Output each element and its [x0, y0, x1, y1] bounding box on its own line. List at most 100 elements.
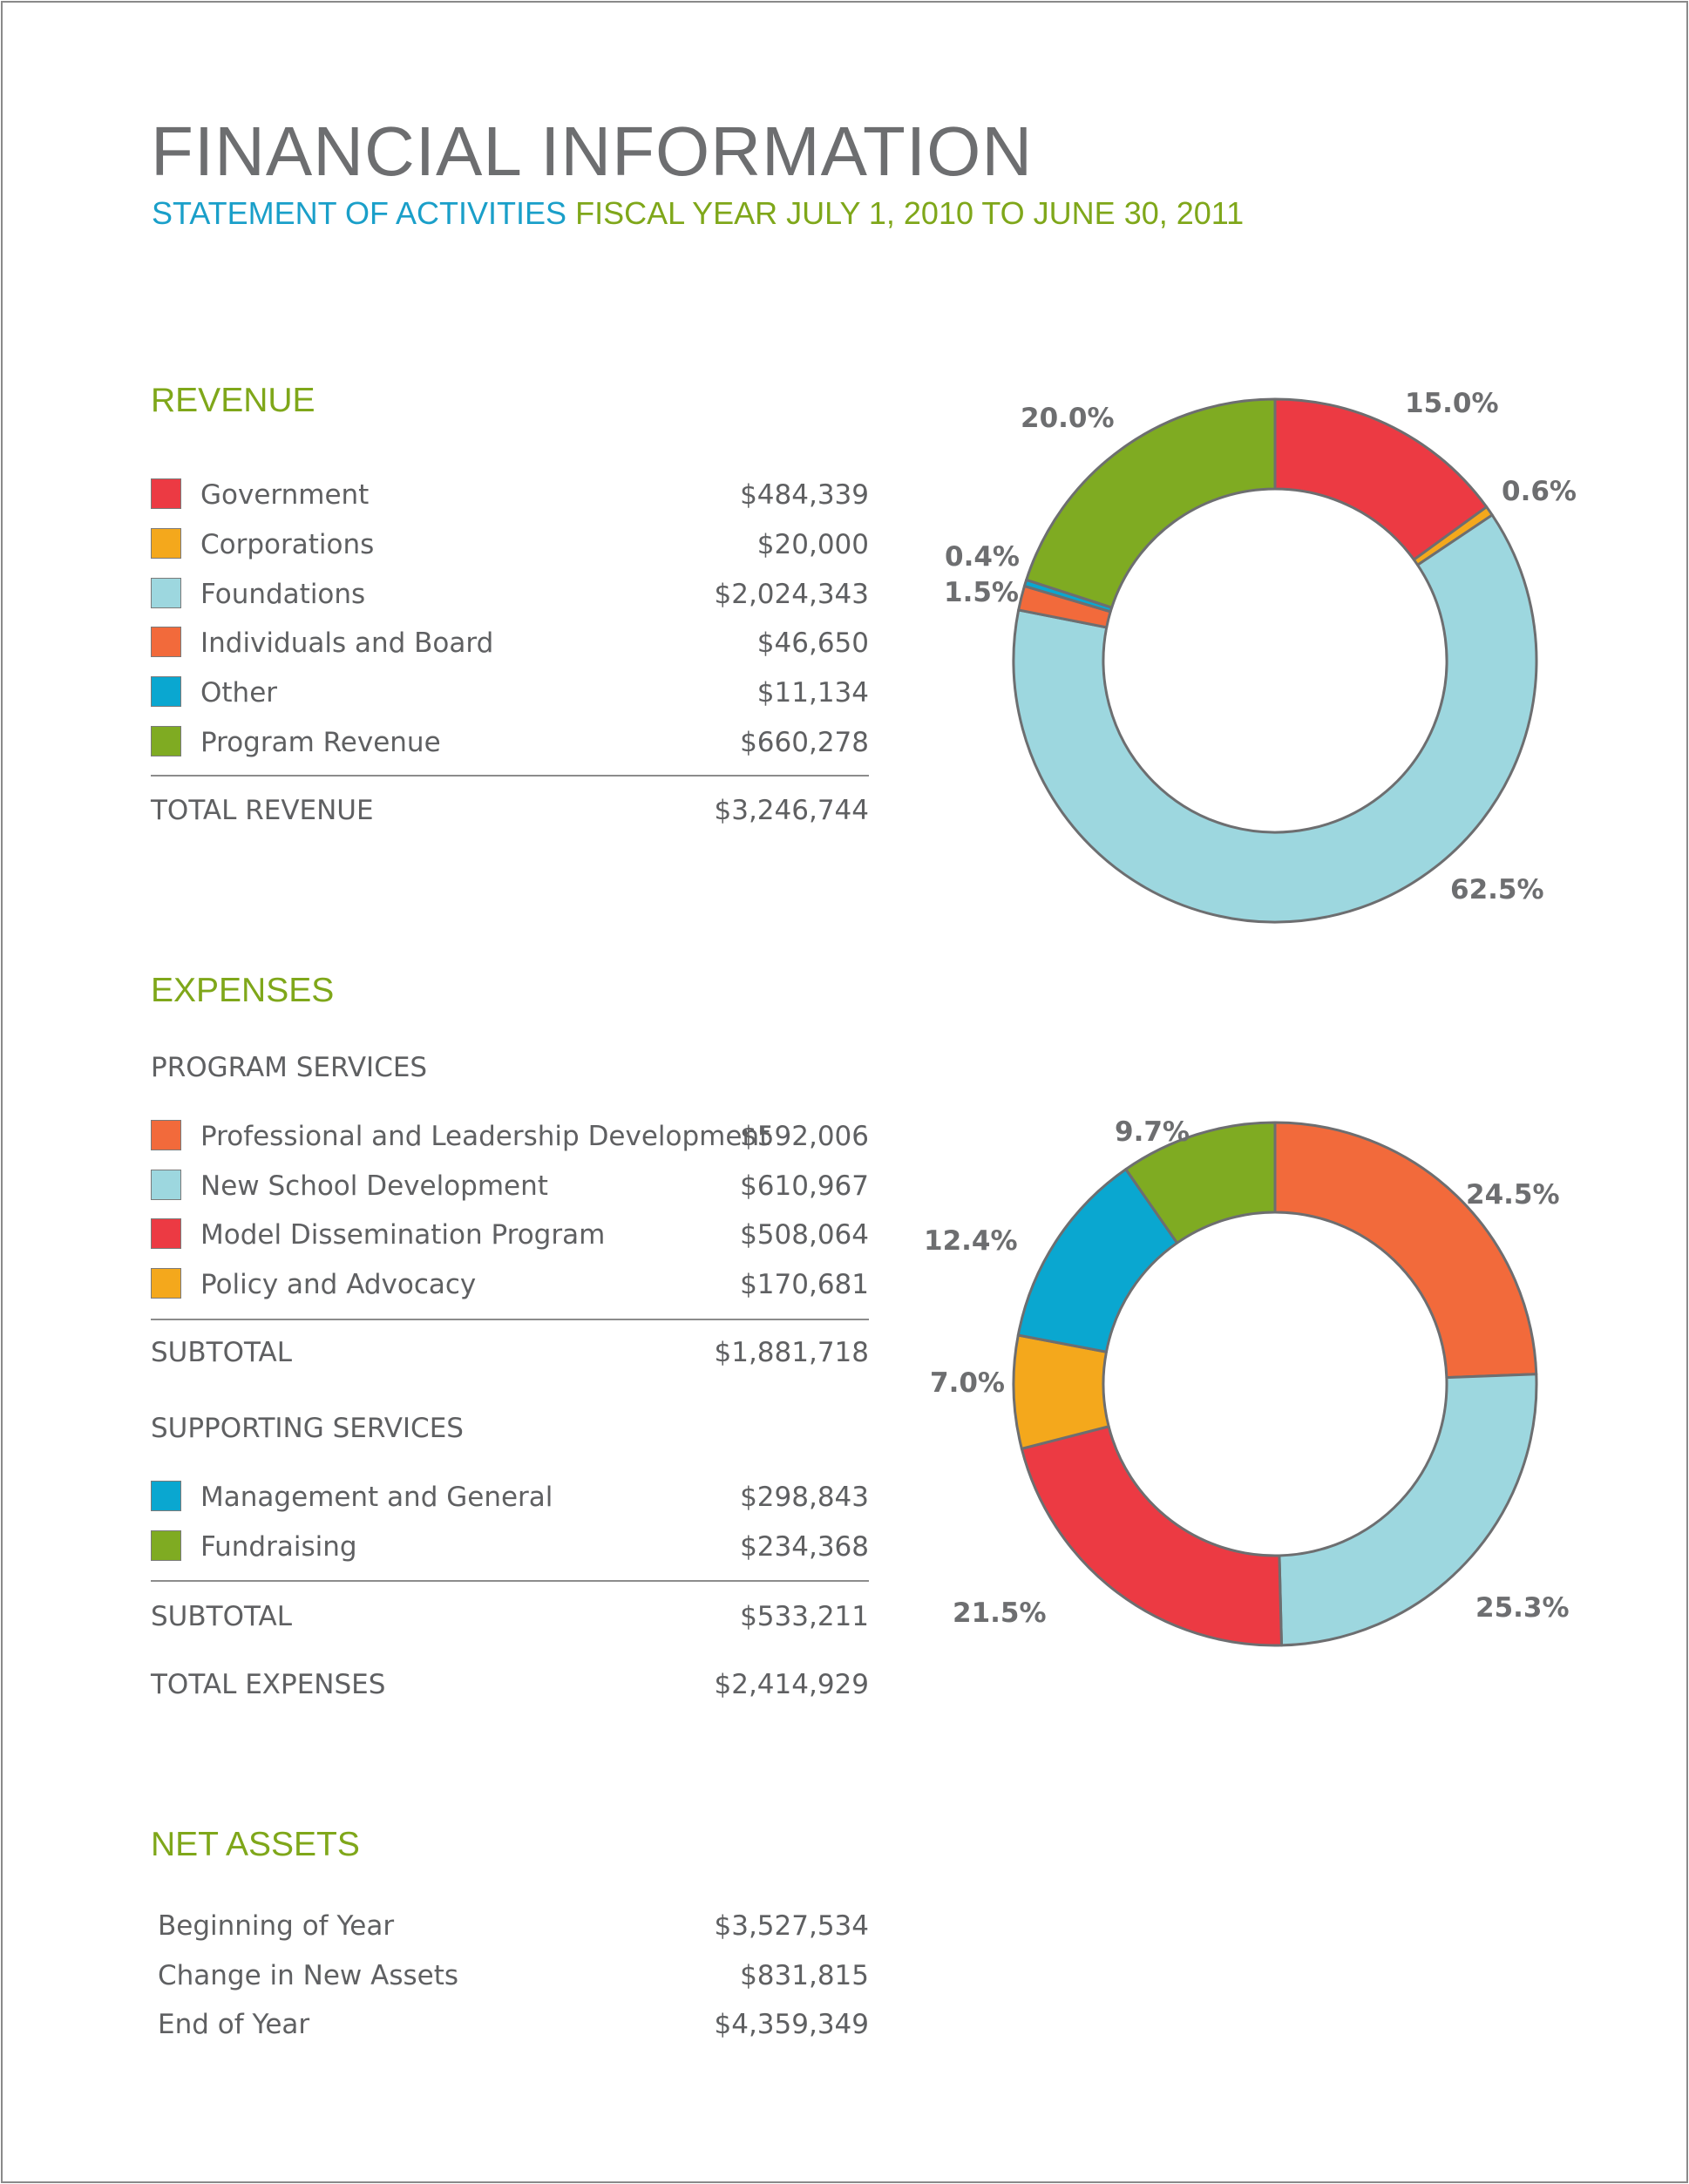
donut-slice-foundations	[1012, 513, 1538, 924]
expense-value: $298,843	[740, 1482, 869, 1513]
expenses-total-row: TOTAL EXPENSES $2,414,929	[151, 1666, 869, 1701]
donut-slice-program-revenue	[1025, 397, 1277, 609]
legend-swatch-policy	[151, 1268, 181, 1299]
expense-value: $170,681	[740, 1269, 869, 1300]
expense-label: Policy and Advocacy	[200, 1269, 477, 1300]
net-assets-row: Beginning of Year $3,527,534	[151, 1908, 869, 1943]
revenue-row-foundations: Foundations $2,024,343	[151, 576, 869, 611]
donut-label-fundraising: 9.7%	[1115, 1116, 1190, 1148]
total-expenses-value: $2,414,929	[714, 1669, 870, 1700]
subtotal-label: SUBTOTAL	[151, 1601, 292, 1632]
net-assets-label: Change in New Assets	[158, 1960, 459, 1991]
legend-swatch-other	[151, 676, 181, 707]
total-expenses-label: TOTAL EXPENSES	[151, 1669, 386, 1700]
net-assets-value: $831,815	[740, 1960, 869, 1991]
expense-row-management: Management and General $298,843	[151, 1479, 869, 1514]
legend-swatch-program-revenue	[151, 726, 181, 756]
revenue-label: Other	[200, 677, 278, 709]
donut-label-other: 0.4%	[945, 541, 1020, 573]
donut-slice-fundraising	[1124, 1121, 1277, 1245]
expense-label: Professional and Leadership Development	[200, 1121, 770, 1152]
page-subtitle: STATEMENT OF ACTIVITIES FISCAL YEAR JULY…	[152, 198, 1244, 229]
legend-swatch-individuals	[151, 627, 181, 657]
legend-swatch-corporations	[151, 528, 181, 559]
revenue-row-government: Government $484,339	[151, 477, 869, 512]
program-subtotal-row: SUBTOTAL $1,881,718	[151, 1334, 869, 1369]
net-assets-heading: NET ASSETS	[151, 1826, 360, 1863]
revenue-value: $2,024,343	[714, 579, 870, 610]
donut-label-policy-and-advocacy: 7.0%	[930, 1367, 1005, 1399]
supporting-subtotal-row: SUBTOTAL $533,211	[151, 1598, 869, 1633]
legend-swatch-model	[151, 1218, 181, 1249]
subtitle-fiscal-year: FISCAL YEAR JULY 1, 2010 TO JUNE 30, 201…	[575, 195, 1245, 231]
revenue-label: Foundations	[200, 579, 366, 610]
net-assets-row: Change in New Assets $831,815	[151, 1957, 869, 1992]
donut-label-program-revenue: 20.0%	[1021, 403, 1115, 434]
expenses-donut-chart: 24.5% 25.3% 21.5% 7.0% 12.4% 9.7%	[924, 1116, 1570, 1647]
donut-label-government: 15.0%	[1405, 388, 1499, 419]
revenue-value: $20,000	[756, 529, 869, 560]
revenue-value: $484,339	[740, 479, 869, 511]
revenue-row-program: Program Revenue $660,278	[151, 724, 869, 759]
expense-label: Model Dissemination Program	[200, 1219, 606, 1251]
legend-swatch-professional	[151, 1120, 181, 1150]
expense-row-new-school: New School Development $610,967	[151, 1168, 869, 1203]
revenue-label: Program Revenue	[200, 727, 441, 758]
revenue-label: Corporations	[200, 529, 375, 560]
revenue-value: $46,650	[756, 627, 869, 659]
revenue-value: $660,278	[740, 727, 869, 758]
revenue-value: $11,134	[756, 677, 869, 709]
net-assets-label: Beginning of Year	[158, 1910, 395, 1942]
expenses-heading: EXPENSES	[151, 972, 335, 1009]
divider	[151, 1580, 869, 1582]
supporting-services-heading: SUPPORTING SERVICES	[151, 1413, 464, 1444]
subtitle-statement: STATEMENT OF ACTIVITIES	[152, 195, 567, 231]
expense-row-professional: Professional and Leadership Development …	[151, 1118, 869, 1153]
expense-value: $234,368	[740, 1531, 869, 1563]
net-assets-value: $3,527,534	[714, 1910, 870, 1942]
donut-label-model-dissemination-program: 21.5%	[953, 1597, 1047, 1629]
revenue-label: Individuals and Board	[200, 627, 494, 659]
revenue-row-corporations: Corporations $20,000	[151, 526, 869, 561]
expense-value: $592,006	[740, 1121, 869, 1152]
legend-swatch-new-school	[151, 1170, 181, 1200]
donut-label-foundations: 62.5%	[1450, 874, 1544, 905]
subtotal-value: $1,881,718	[714, 1337, 870, 1368]
expense-label: Management and General	[200, 1482, 553, 1513]
legend-swatch-management	[151, 1481, 181, 1511]
donut-slice-model-dissemination-program	[1020, 1425, 1284, 1647]
total-revenue-value: $3,246,744	[714, 795, 870, 826]
expense-row-policy: Policy and Advocacy $170,681	[151, 1266, 869, 1301]
revenue-total-row: TOTAL REVENUE $3,246,744	[151, 792, 869, 827]
net-assets-label: End of Year	[158, 2009, 310, 2040]
donut-label-new-school-development: 25.3%	[1475, 1592, 1570, 1624]
divider	[151, 1319, 869, 1320]
expense-label: New School Development	[200, 1170, 548, 1202]
total-revenue-label: TOTAL REVENUE	[151, 795, 374, 826]
expense-value: $508,064	[740, 1219, 869, 1251]
expense-label: Fundraising	[200, 1531, 357, 1563]
program-services-heading: PROGRAM SERVICES	[151, 1052, 428, 1083]
revenue-row-individuals: Individuals and Board $46,650	[151, 625, 869, 660]
divider	[151, 775, 869, 777]
donut-slice-professional-and-leadership-development	[1273, 1121, 1538, 1380]
donut-label-individuals-and-board: 1.5%	[944, 577, 1019, 608]
expense-row-model: Model Dissemination Program $508,064	[151, 1217, 869, 1251]
revenue-heading: REVENUE	[151, 382, 315, 419]
donut-label-management-and-general: 12.4%	[924, 1225, 1018, 1257]
subtotal-value: $533,211	[740, 1601, 869, 1632]
expense-row-fundraising: Fundraising $234,368	[151, 1529, 869, 1563]
donut-label-corporations: 0.6%	[1502, 476, 1577, 507]
donut-slice-new-school-development	[1278, 1373, 1538, 1647]
donut-label-professional-and-leadership-development: 24.5%	[1466, 1179, 1560, 1211]
net-assets-value: $4,359,349	[714, 2009, 870, 2040]
legend-swatch-government	[151, 478, 181, 509]
expense-value: $610,967	[740, 1170, 869, 1202]
page-title: FINANCIAL INFORMATION	[151, 112, 1034, 190]
revenue-donut-chart: 15.0% 0.6% 62.5% 1.5% 0.4% 20.0%	[944, 388, 1577, 924]
legend-swatch-fundraising	[151, 1530, 181, 1561]
subtotal-label: SUBTOTAL	[151, 1337, 292, 1368]
revenue-label: Government	[200, 479, 370, 511]
revenue-row-other: Other $11,134	[151, 675, 869, 709]
